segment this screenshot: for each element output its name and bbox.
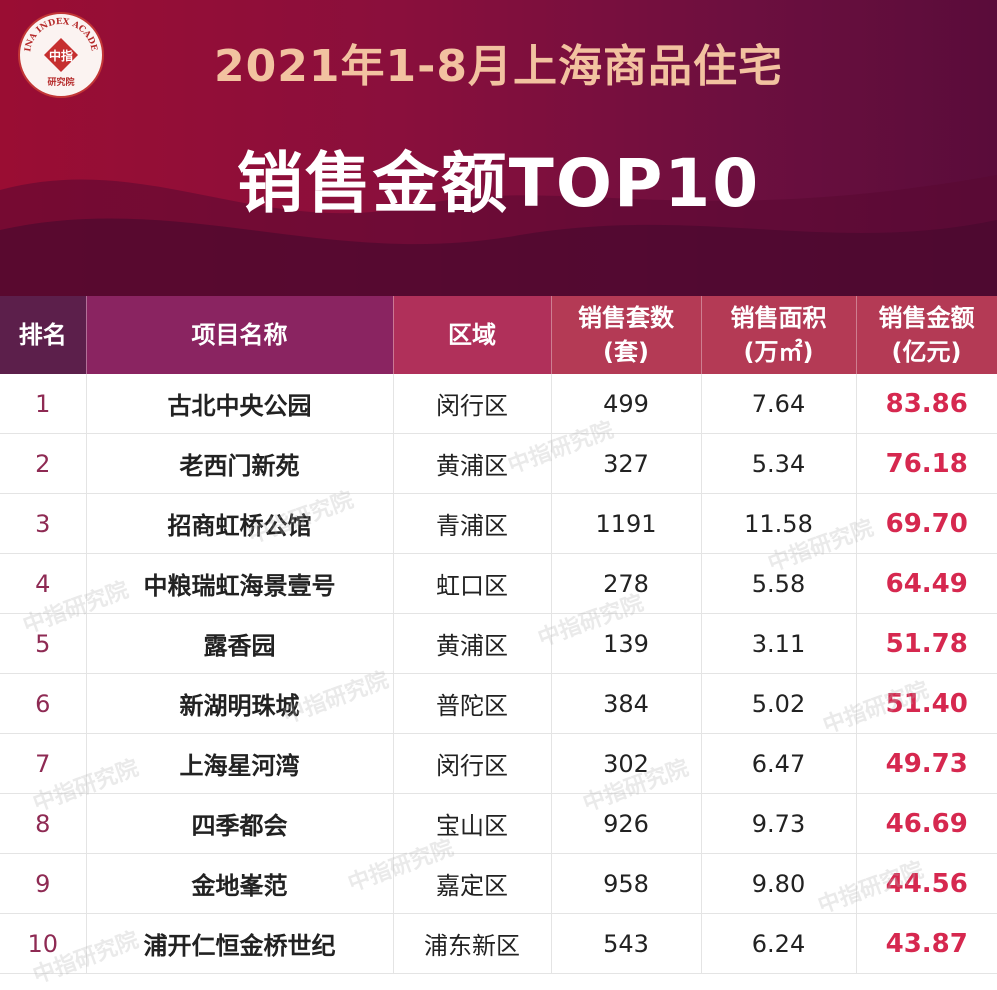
cell-units: 926 [551,793,702,854]
cell-amount: 83.86 [856,374,997,434]
cell-rank: 8 [0,793,87,854]
table-row: 8 四季都会 宝山区 926 9.73 46.69 [0,793,997,854]
table-row: 9 金地峯范 嘉定区 958 9.80 44.56 [0,853,997,914]
cell-district: 浦东新区 [393,913,552,974]
table-row: 6 新湖明珠城 普陀区 384 5.02 51.40 [0,673,997,734]
cell-project-name: 浦开仁恒金桥世纪 [86,913,394,974]
cell-project-name: 金地峯范 [86,853,394,914]
cell-amount: 49.73 [856,733,997,794]
header-rank: 排名 [0,296,87,374]
cell-district: 虹口区 [393,553,552,614]
cell-amount: 51.40 [856,673,997,734]
cell-project-name: 新湖明珠城 [86,673,394,734]
cell-rank: 3 [0,493,87,554]
header-area-size: 销售面积 (万㎡) [701,296,857,374]
cell-area-size: 7.64 [701,374,857,434]
cell-rank: 4 [0,553,87,614]
page-title-line2: 销售金额TOP10 [236,145,761,222]
cell-amount: 76.18 [856,433,997,494]
table-row: 1 古北中央公园 闵行区 499 7.64 83.86 [0,374,997,434]
cell-units: 543 [551,913,702,974]
table-row: 4 中粮瑞虹海景壹号 虹口区 278 5.58 64.49 [0,553,997,614]
cell-area-size: 5.34 [701,433,857,494]
academy-logo: CHINA INDEX ACADEMY 中指 研究院 [18,12,104,98]
table-row: 3 招商虹桥公馆 青浦区 1191 11.58 69.70 [0,493,997,554]
cell-amount: 51.78 [856,613,997,674]
cell-district: 闵行区 [393,733,552,794]
cell-units: 499 [551,374,702,434]
ranking-table: 排名 项目名称 区域 销售套数 (套) 销售面积 (万㎡) 销售金额 (亿元) 1 古北… [0,296,997,974]
cell-amount: 44.56 [856,853,997,914]
cell-units: 302 [551,733,702,794]
header-banner: CHINA INDEX ACADEMY 中指 研究院 2021年1-8月上海商品… [0,0,997,296]
cell-units: 327 [551,433,702,494]
cell-project-name: 老西门新苑 [86,433,394,494]
cell-district: 闵行区 [393,374,552,434]
page-title-line1: 2021年1-8月上海商品住宅 [214,41,783,92]
cell-area-size: 5.58 [701,553,857,614]
cell-units: 139 [551,613,702,674]
cell-project-name: 中粮瑞虹海景壹号 [86,553,394,614]
cell-project-name: 上海星河湾 [86,733,394,794]
cell-project-name: 古北中央公园 [86,374,394,434]
cell-rank: 5 [0,613,87,674]
cell-district: 宝山区 [393,793,552,854]
cell-district: 青浦区 [393,493,552,554]
header-amount: 销售金额 (亿元) [856,296,997,374]
wave-decoration [0,175,997,296]
cell-rank: 2 [0,433,87,494]
cell-district: 普陀区 [393,673,552,734]
cell-area-size: 11.58 [701,493,857,554]
logo-bottom-text: 研究院 [47,76,74,88]
table-row: 7 上海星河湾 闵行区 302 6.47 49.73 [0,733,997,794]
cell-units: 958 [551,853,702,914]
cell-rank: 10 [0,913,87,974]
cell-amount: 46.69 [856,793,997,854]
cell-units: 1191 [551,493,702,554]
cell-units: 278 [551,553,702,614]
cell-district: 嘉定区 [393,853,552,914]
cell-area-size: 6.47 [701,733,857,794]
table-row: 10 浦开仁恒金桥世纪 浦东新区 543 6.24 43.87 [0,913,997,974]
cell-area-size: 9.80 [701,853,857,914]
cell-area-size: 9.73 [701,793,857,854]
cell-amount: 69.70 [856,493,997,554]
header-district: 区域 [393,296,552,374]
header-project-name: 项目名称 [86,296,394,374]
cell-area-size: 3.11 [701,613,857,674]
cell-rank: 1 [0,374,87,434]
cell-project-name: 四季都会 [86,793,394,854]
cell-area-size: 6.24 [701,913,857,974]
table-row: 2 老西门新苑 黄浦区 327 5.34 76.18 [0,433,997,494]
cell-area-size: 5.02 [701,673,857,734]
cell-amount: 43.87 [856,913,997,974]
cell-project-name: 招商虹桥公馆 [86,493,394,554]
cell-project-name: 露香园 [86,613,394,674]
cell-units: 384 [551,673,702,734]
table-row: 5 露香园 黄浦区 139 3.11 51.78 [0,613,997,674]
cell-amount: 64.49 [856,553,997,614]
cell-district: 黄浦区 [393,613,552,674]
logo-center-text: 中指 [49,48,73,63]
header-units: 销售套数 (套) [551,296,702,374]
table-header-row: 排名 项目名称 区域 销售套数 (套) 销售面积 (万㎡) 销售金额 (亿元) [0,296,997,374]
cell-rank: 6 [0,673,87,734]
cell-district: 黄浦区 [393,433,552,494]
cell-rank: 7 [0,733,87,794]
cell-rank: 9 [0,853,87,914]
